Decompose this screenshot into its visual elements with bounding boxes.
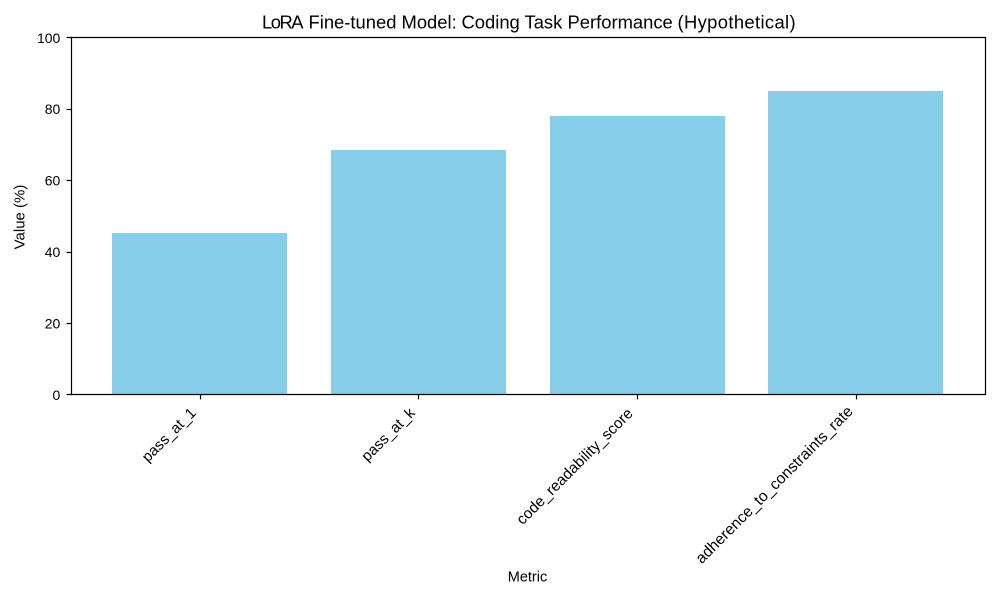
svg-text:80: 80 bbox=[45, 101, 61, 117]
svg-text:Task: Task bbox=[525, 12, 564, 33]
svg-text:Fine-tuned: Fine-tuned bbox=[309, 12, 397, 33]
svg-text:Value (%): Value (%) bbox=[12, 185, 29, 250]
svg-text:40: 40 bbox=[45, 244, 61, 260]
svg-text:Coding: Coding bbox=[462, 12, 520, 33]
svg-text:20: 20 bbox=[45, 315, 61, 331]
svg-text:Metric: Metric bbox=[508, 570, 547, 586]
svg-text:60: 60 bbox=[45, 173, 61, 189]
svg-text:(Hypothetical): (Hypothetical) bbox=[678, 12, 797, 33]
svg-text:0: 0 bbox=[53, 387, 61, 403]
svg-text:Model:: Model: bbox=[402, 12, 457, 33]
svg-text:LoRA: LoRA bbox=[262, 12, 304, 33]
svg-text:Performance: Performance bbox=[568, 12, 673, 33]
svg-text:100: 100 bbox=[37, 30, 61, 46]
